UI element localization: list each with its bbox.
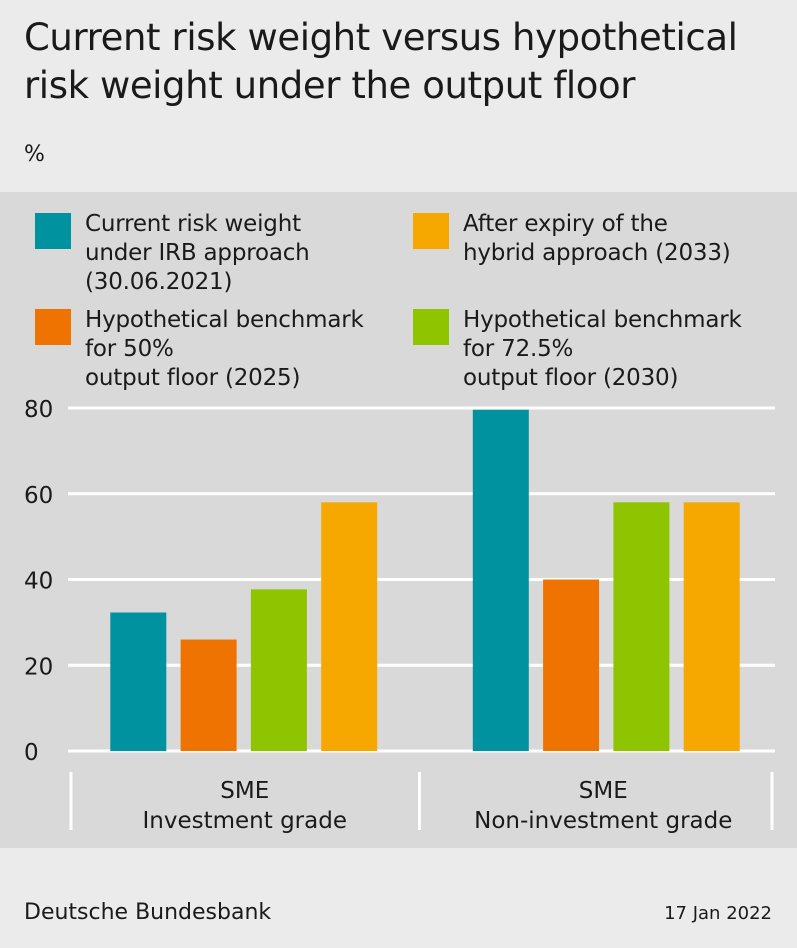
- y-tick-label-60: 60: [24, 483, 53, 509]
- legend-label-current-irb: Current risk weight under IRB approach (…: [85, 211, 310, 295]
- y-tick-label-20: 20: [24, 654, 53, 680]
- bar-series2-category1: [180, 639, 237, 751]
- legend-item-hybrid-expiry: After expiry of the hybrid approach (203…: [413, 210, 731, 268]
- x-category-label-2: SME Non-investment grade: [474, 778, 732, 834]
- legend-item-floor-50: Hypothetical benchmark for 50% output fl…: [35, 306, 364, 393]
- y-tick-label-80: 80: [24, 397, 53, 423]
- legend-swatch-current-irb: [35, 213, 71, 249]
- bar-series3-category1: [250, 589, 307, 751]
- legend-swatch-floor-72-5: [413, 309, 449, 345]
- legend-label-floor-50: Hypothetical benchmark for 50% output fl…: [85, 307, 364, 391]
- footer-source: Deutsche Bundesbank: [24, 900, 272, 925]
- y-tick-label-40: 40: [24, 569, 53, 595]
- y-tick-label-0: 0: [24, 740, 39, 766]
- bar-series1-category2: [472, 409, 529, 751]
- x-category-label-1: SME Investment grade: [143, 778, 347, 834]
- bar-series3-category2: [613, 502, 670, 751]
- legend-item-floor-72-5: Hypothetical benchmark for 72.5% output …: [413, 306, 742, 393]
- bar-series1-category1: [110, 612, 167, 751]
- bar-series2-category2: [543, 579, 600, 751]
- legend-item-current-irb: Current risk weight under IRB approach (…: [35, 210, 310, 297]
- legend-label-hybrid-expiry: After expiry of the hybrid approach (203…: [463, 211, 731, 266]
- legend-label-floor-72-5: Hypothetical benchmark for 72.5% output …: [463, 307, 742, 391]
- legend-swatch-hybrid-expiry: [413, 213, 449, 249]
- chart-title: Current risk weight versus hypothetical …: [24, 16, 738, 107]
- footer-date: 17 Jan 2022: [664, 903, 772, 924]
- bar-series4-category1: [321, 502, 378, 751]
- legend-swatch-floor-50: [35, 309, 71, 345]
- unit-label: %: [24, 142, 45, 167]
- bar-series4-category2: [683, 502, 740, 751]
